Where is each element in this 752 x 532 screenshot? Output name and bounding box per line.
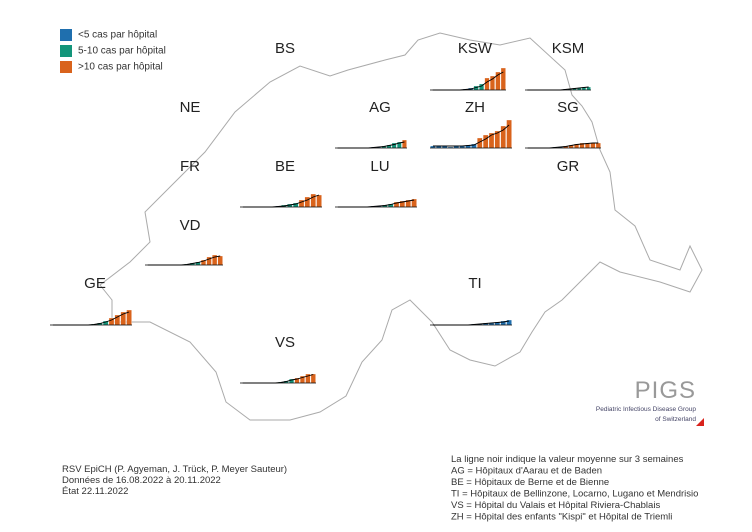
legend: <5 cas par hôpital 5-10 cas par hôpital >1… [60, 29, 166, 73]
region-label: AG [369, 99, 391, 116]
bar [590, 142, 596, 149]
bar [482, 134, 489, 149]
trend-line [432, 124, 510, 147]
bar [316, 194, 322, 208]
legend-label: <5 cas par hôpital [78, 30, 157, 41]
charts: BS KSW KSM NE AG ZH SG FR BE LU GR VD GE TI VS [50, 40, 601, 384]
source-line: État 22.11.2022 [62, 486, 128, 497]
note-line: La ligne noir indique la valeur moyenne … [451, 454, 684, 465]
bar [595, 142, 601, 149]
logo-line: of Switzerland [655, 416, 696, 423]
bar [304, 196, 311, 208]
region-label: BE [275, 158, 295, 175]
region-label: VS [275, 334, 295, 351]
bar [506, 319, 512, 326]
switzerland-outline [99, 32, 703, 421]
source-line: RSV EpiCH (P. Agyeman, J. Trück, P. Meye… [62, 464, 287, 475]
footer: RSV EpiCH (P. Agyeman, J. Trück, P. Meye… [62, 454, 698, 523]
trend-line [527, 86, 589, 91]
trend-line [432, 71, 504, 91]
logo-line: Pediatric Infectious Disease Group [596, 406, 696, 413]
region-label: TI [468, 275, 481, 292]
logo-title: PIGS [635, 377, 696, 404]
logo-mark [696, 418, 704, 426]
trend-line [337, 141, 405, 149]
trend-line [337, 199, 415, 208]
region-label: NE [180, 99, 201, 116]
trend-line [527, 142, 599, 149]
note-line: TI = Hôpitaux de Bellinzone, Locarno, Lu… [451, 489, 698, 500]
region-label: VD [180, 217, 201, 234]
note-line: VS = Hôpital du Valais et Hôpital Rivier… [451, 500, 660, 511]
region-label: KSW [458, 40, 493, 57]
legend-label: 5-10 cas par hôpital [78, 46, 166, 57]
logo: PIGS Pediatric Infectious Disease Group … [596, 377, 704, 426]
region-label: LU [370, 158, 389, 175]
legend-label: >10 cas par hôpital [78, 62, 163, 73]
bar [500, 125, 506, 149]
trend-line [147, 255, 221, 266]
source-line: Données de 16.08.2022 à 20.11.2022 [62, 475, 221, 486]
region-label: FR [180, 158, 200, 175]
region-label: KSM [552, 40, 585, 57]
bar [217, 255, 223, 266]
region-label: SG [557, 99, 579, 116]
region-label: BS [275, 40, 295, 57]
trend-line [432, 320, 510, 326]
bar [484, 77, 490, 91]
note-line: ZH = Hôpital des enfants "Kispi" et Hôpi… [451, 512, 672, 523]
bar [500, 67, 506, 91]
note-line: BE = Hôpitaux de Berne et de Bienne [451, 477, 609, 488]
legend-swatch [60, 45, 72, 57]
note-line: AG = Hôpitaux d'Aarau et de Baden [451, 466, 602, 477]
region-label: GE [84, 275, 106, 292]
region-label: ZH [465, 99, 485, 116]
trend-line [52, 311, 130, 326]
legend-swatch [60, 29, 72, 41]
bar [506, 119, 512, 149]
trend-line [242, 194, 320, 208]
bar [402, 139, 407, 149]
trend-line [242, 374, 314, 384]
region-label: GR [557, 158, 580, 175]
legend-swatch [60, 61, 72, 73]
